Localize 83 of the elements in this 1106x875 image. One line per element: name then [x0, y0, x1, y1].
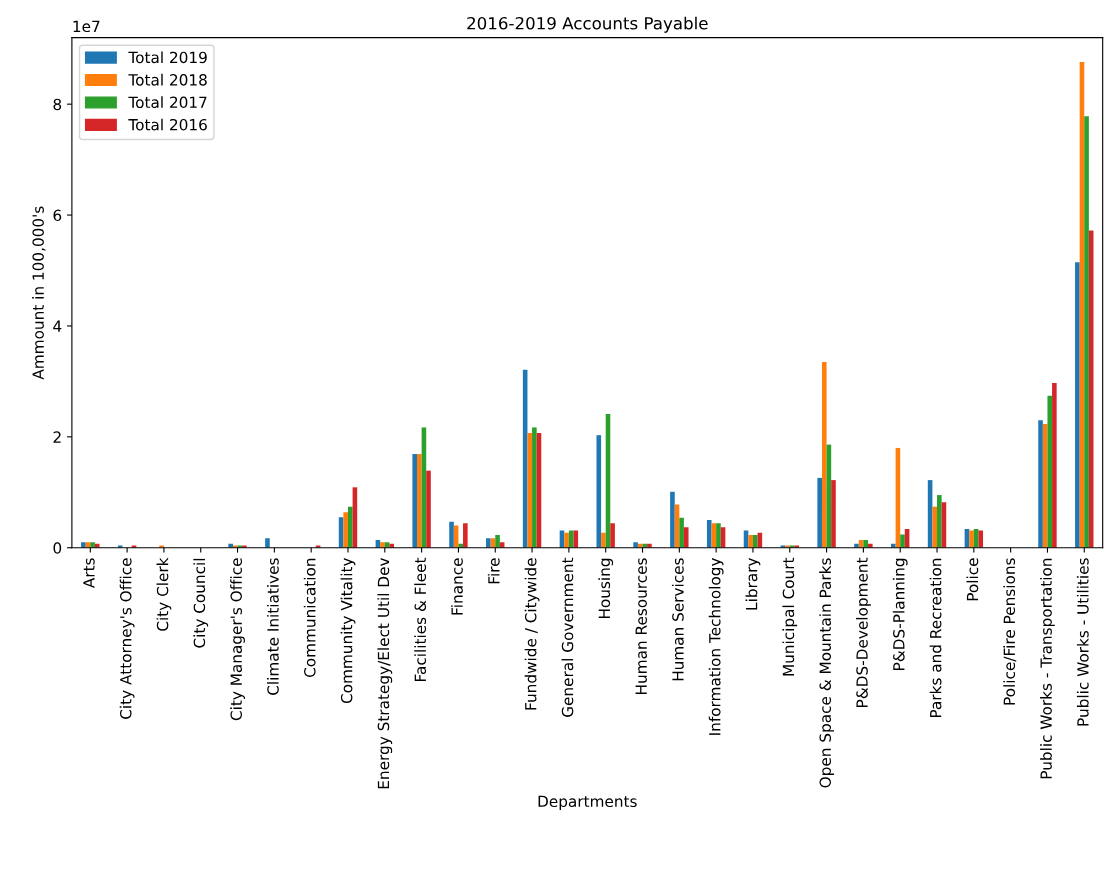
- y-tick-label: 0: [53, 542, 62, 554]
- bar: [412, 454, 418, 548]
- bar: [532, 427, 537, 548]
- bar: [90, 542, 95, 548]
- bar: [900, 534, 905, 548]
- bar: [495, 535, 500, 548]
- x-tick-label: City Manager's Office: [230, 558, 245, 721]
- x-tick-label: Facilities & Fleet: [414, 557, 427, 681]
- legend-label: Total 2016: [128, 118, 207, 131]
- bar: [716, 523, 721, 548]
- x-tick-label: P&DS-Development: [856, 557, 871, 707]
- bar: [752, 535, 758, 548]
- bar: [821, 362, 827, 548]
- bar: [831, 480, 836, 548]
- y-tick-label: 8: [53, 98, 62, 111]
- x-tick-label: Police/Fire Pensions: [1003, 558, 1017, 705]
- x-tick-label: Human Resources: [635, 558, 647, 694]
- x-tick-label: City Council: [193, 558, 209, 648]
- x-tick-label: Library: [745, 557, 761, 610]
- bar: [683, 527, 689, 548]
- bar: [1038, 420, 1043, 548]
- bar: [817, 477, 822, 548]
- x-tick-label: Finance: [451, 558, 463, 615]
- bar: [601, 532, 606, 548]
- bar: [679, 517, 684, 548]
- legend-label: Total 2017: [128, 96, 207, 109]
- x-tick-label: Public Works - Utilities: [1076, 558, 1089, 726]
- chart-title: 2016-2019 Accounts Payable: [467, 16, 708, 33]
- x-tick-label: Fire: [487, 558, 500, 584]
- bar: [633, 542, 638, 548]
- bar: [610, 523, 615, 548]
- bar: [463, 523, 468, 548]
- x-tick-label: Municipal Court: [782, 557, 798, 676]
- bar: [81, 542, 86, 548]
- x-tick-label: Arts: [83, 558, 95, 589]
- x-tick-label: Information Technology: [708, 557, 724, 735]
- bar: [1084, 116, 1089, 548]
- legend-label: Total 2018: [128, 73, 207, 86]
- x-tick-label: City Attorney's Office: [119, 558, 135, 719]
- x-tick-label: Open Space & Mountain Parks: [819, 558, 834, 788]
- legend-label: Total 2019: [128, 51, 207, 64]
- bar: [343, 512, 348, 548]
- bar: [417, 454, 422, 548]
- bar: [1052, 383, 1057, 548]
- bar: [564, 532, 569, 548]
- x-tick-label: Community Vitality: [340, 557, 356, 704]
- x-tick-label: Public Works - Transportation: [1040, 558, 1055, 779]
- x-tick-label: Climate Initiatives: [266, 558, 279, 695]
- bar: [748, 535, 753, 548]
- x-tick-label: Parks and Recreation: [929, 558, 942, 718]
- x-tick-label: Human Services: [671, 558, 684, 681]
- x-tick-label: Communication: [303, 558, 316, 678]
- x-tick-label: Fundwide / Citywide: [524, 558, 540, 710]
- bar: [1075, 262, 1080, 548]
- x-tick-label: P&DS-Planning: [892, 558, 908, 670]
- bar: [449, 521, 454, 548]
- y-tick-label: 2: [53, 431, 61, 443]
- x-tick-label: Police: [966, 558, 979, 601]
- bar: [380, 542, 385, 548]
- bar: [596, 435, 602, 548]
- bar: [706, 520, 712, 548]
- x-tick-label: Energy Strategy/Elect Util Dev: [377, 557, 393, 789]
- y-axis-title: Ammount in 100,000's: [32, 206, 46, 380]
- y-tick-label: 6: [53, 209, 62, 222]
- bar: [347, 506, 353, 548]
- text: 1e7: [73, 20, 100, 33]
- x-tick-label: Housing: [598, 558, 614, 619]
- bar: [265, 538, 270, 548]
- bar: [426, 470, 431, 548]
- bar: [969, 530, 974, 548]
- bar: [486, 538, 491, 548]
- bar: [670, 491, 675, 548]
- bar: [978, 530, 984, 548]
- x-tick-label: General Government: [561, 557, 574, 717]
- bar: [937, 495, 942, 548]
- x-axis-title: Departments: [538, 795, 637, 811]
- bar: [527, 432, 533, 548]
- bar: [863, 539, 868, 548]
- bar: [932, 506, 938, 548]
- bar: [1047, 395, 1053, 548]
- bar: [573, 530, 579, 548]
- y-tick-label: 4: [53, 320, 62, 332]
- x-tick-label: City Clerk: [156, 557, 172, 631]
